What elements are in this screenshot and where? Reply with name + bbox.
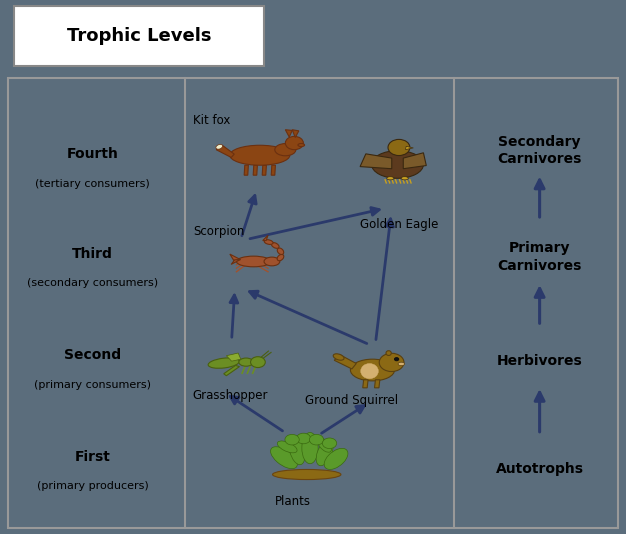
Ellipse shape bbox=[302, 433, 318, 464]
Polygon shape bbox=[271, 165, 275, 175]
Circle shape bbox=[285, 136, 304, 150]
Polygon shape bbox=[231, 260, 240, 264]
Ellipse shape bbox=[277, 441, 297, 453]
Text: (primary consumers): (primary consumers) bbox=[34, 380, 151, 390]
Ellipse shape bbox=[317, 438, 332, 452]
Polygon shape bbox=[285, 130, 292, 137]
Ellipse shape bbox=[264, 240, 273, 245]
Ellipse shape bbox=[270, 447, 297, 469]
Polygon shape bbox=[406, 146, 413, 150]
Polygon shape bbox=[253, 165, 257, 175]
Ellipse shape bbox=[272, 469, 341, 480]
Ellipse shape bbox=[208, 358, 239, 368]
Circle shape bbox=[379, 354, 404, 372]
Ellipse shape bbox=[289, 436, 305, 465]
Text: Ground Squirrel: Ground Squirrel bbox=[305, 394, 399, 406]
Ellipse shape bbox=[277, 248, 284, 255]
Ellipse shape bbox=[398, 362, 404, 366]
Ellipse shape bbox=[275, 144, 296, 156]
Polygon shape bbox=[292, 130, 299, 137]
Polygon shape bbox=[230, 254, 240, 261]
Circle shape bbox=[394, 358, 399, 360]
Circle shape bbox=[285, 434, 299, 445]
Ellipse shape bbox=[387, 177, 394, 180]
Text: Third: Third bbox=[72, 247, 113, 261]
Text: First: First bbox=[74, 450, 111, 464]
Text: Autotrophs: Autotrophs bbox=[496, 462, 583, 476]
Polygon shape bbox=[374, 380, 380, 388]
Ellipse shape bbox=[239, 358, 254, 366]
Circle shape bbox=[322, 438, 337, 449]
Text: Kit fox: Kit fox bbox=[193, 114, 230, 127]
Ellipse shape bbox=[351, 359, 394, 381]
Ellipse shape bbox=[272, 242, 279, 248]
Text: Second: Second bbox=[64, 348, 121, 362]
Text: Plants: Plants bbox=[275, 495, 311, 508]
Circle shape bbox=[388, 139, 410, 155]
Polygon shape bbox=[227, 353, 241, 361]
Text: (primary producers): (primary producers) bbox=[37, 482, 148, 491]
Circle shape bbox=[309, 434, 324, 445]
Polygon shape bbox=[216, 145, 234, 158]
Text: Trophic Levels: Trophic Levels bbox=[67, 27, 211, 45]
Circle shape bbox=[250, 357, 265, 367]
Ellipse shape bbox=[316, 440, 333, 466]
Text: Herbivores: Herbivores bbox=[497, 354, 582, 368]
Text: (tertiary consumers): (tertiary consumers) bbox=[35, 179, 150, 189]
Polygon shape bbox=[223, 365, 240, 376]
Circle shape bbox=[296, 433, 310, 444]
Ellipse shape bbox=[298, 144, 305, 147]
Text: Scorpion: Scorpion bbox=[193, 225, 244, 238]
Polygon shape bbox=[362, 380, 368, 388]
Ellipse shape bbox=[230, 145, 290, 165]
Text: Primary
Carnivores: Primary Carnivores bbox=[498, 241, 582, 272]
Text: Grasshopper: Grasshopper bbox=[193, 389, 269, 402]
Ellipse shape bbox=[401, 177, 408, 180]
Text: Fourth: Fourth bbox=[67, 147, 118, 161]
Polygon shape bbox=[334, 355, 356, 369]
Text: Secondary
Carnivores: Secondary Carnivores bbox=[498, 135, 582, 166]
Ellipse shape bbox=[277, 254, 284, 261]
Ellipse shape bbox=[386, 351, 391, 356]
Polygon shape bbox=[244, 165, 249, 175]
FancyBboxPatch shape bbox=[14, 6, 264, 66]
Polygon shape bbox=[263, 235, 268, 240]
Ellipse shape bbox=[237, 256, 270, 267]
Ellipse shape bbox=[324, 449, 348, 469]
Text: Golden Eagle: Golden Eagle bbox=[360, 218, 438, 231]
Polygon shape bbox=[403, 153, 426, 169]
Ellipse shape bbox=[264, 257, 280, 266]
Text: (secondary consumers): (secondary consumers) bbox=[27, 278, 158, 288]
Ellipse shape bbox=[216, 145, 223, 149]
Ellipse shape bbox=[361, 364, 378, 379]
Polygon shape bbox=[262, 165, 267, 175]
Ellipse shape bbox=[372, 151, 423, 178]
Ellipse shape bbox=[333, 354, 344, 360]
Polygon shape bbox=[360, 154, 392, 169]
